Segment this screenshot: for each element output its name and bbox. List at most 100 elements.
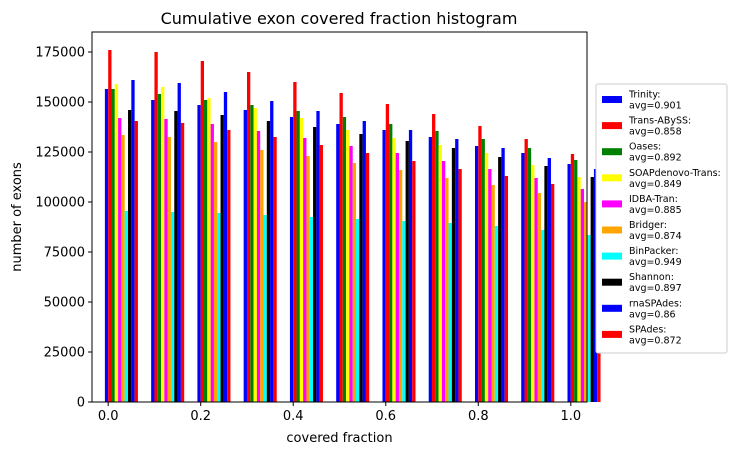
bar-s2-c2 [204,100,208,402]
legend-label-2: Oases: [629,142,661,153]
legend-swatch-9 [602,330,622,338]
bar-s0-c6 [382,130,386,402]
legend-avg-2: avg=0.892 [629,153,682,164]
bar-s5-c2 [213,142,218,402]
legend-swatch-4 [602,200,622,208]
bar-s4-c10 [580,189,585,402]
legend-avg-3: avg=0.849 [629,179,682,190]
legend-avg-8: avg=0.86 [629,309,676,320]
legend-swatch-5 [602,226,622,234]
bar-s2-c8 [481,139,485,402]
legend-avg-9: avg=0.872 [629,335,682,346]
bar-s1-c1 [154,52,158,402]
x-axis: 0.0 0.2 0.4 0.6 0.8 1.0 [98,402,581,424]
bar-s7-c8 [498,157,502,402]
bar-s6-c8 [494,226,499,402]
bar-s5-c5 [352,163,357,402]
bar-s7-c9 [544,166,548,402]
bar-s6-c1 [170,212,175,402]
legend-label-5: Bridger: [629,220,667,231]
y-tick-label: 125000 [35,146,85,161]
bar-s6-c9 [541,230,545,402]
bar-s6-c4 [309,217,314,402]
bar-s0-c3 [243,110,247,402]
bar-s0-c5 [336,124,340,402]
bar-s1-c2 [200,61,205,402]
legend-label-9: SPAdes: [629,324,667,335]
y-tick-label: 100000 [35,196,85,211]
bar-s8-c7 [455,139,459,402]
y-axis-label: number of exons [10,162,25,272]
legend-label-0: Trinity: [628,90,660,101]
bar-s3-c8 [484,153,489,402]
bar-s5-c3 [260,150,264,402]
y-tick-label: 75000 [44,246,85,261]
bar-s1-c7 [432,114,436,402]
bar-s3-c2 [207,98,211,402]
bar-s7-c4 [313,127,317,402]
legend: Trinity:avg=0.901 Trans-ABySS:avg=0.858 Oa… [602,90,721,346]
bar-s0-c8 [474,146,479,402]
bar-s0-c9 [521,153,525,402]
bar-s3-c4 [299,118,304,402]
bar-s7-c7 [451,148,456,402]
x-tick-label: 0.4 [283,409,304,424]
y-tick-label: 0 [77,396,85,411]
bar-s8-c1 [177,83,181,402]
bar-s5-c8 [491,185,495,402]
bar-s1-c8 [478,126,482,402]
bar-s8-c6 [408,130,413,402]
legend-label-1: Trans-ABySS: [628,116,691,127]
bar-s9-c3 [273,137,277,402]
bar-s1-c6 [385,104,390,402]
bar-s7-c6 [405,141,409,402]
bar-s9-c2 [227,130,231,402]
bar-s0-c10 [567,164,571,402]
legend-swatch-8 [602,304,622,312]
bar-s3-c5 [346,130,350,402]
legend-label-4: IDBA-Tran: [629,194,678,205]
legend-label-7: Shannon: [629,272,674,283]
legend-swatch-6 [602,252,622,260]
plot-frame [91,31,588,403]
bar-s8-c3 [270,101,274,402]
bar-s3-c10 [577,177,581,402]
bar-s7-c10 [590,177,594,402]
bar-s1-c0 [108,50,112,402]
bars-group [104,50,601,402]
bar-s4-c9 [534,178,538,402]
bar-s4-c0 [118,118,122,402]
x-tick-label: 1.0 [560,409,581,424]
bar-s2-c1 [157,94,162,402]
bar-s2-c7 [435,131,439,402]
bar-s6-c6 [402,221,406,402]
bar-s2-c5 [342,117,347,402]
legend-avg-1: avg=0.858 [629,127,682,138]
legend-avg-5: avg=0.874 [629,231,682,242]
x-tick-label: 0.0 [98,409,119,424]
bar-s7-c2 [220,115,224,402]
bar-s9-c9 [550,184,555,402]
bar-s6-c10 [587,235,591,402]
bar-s9-c0 [134,121,138,402]
chart-title: Cumulative exon covered fraction histogr… [161,9,518,28]
bar-s9-c7 [458,169,462,402]
x-tick-label: 0.8 [468,409,489,424]
bar-s5-c4 [306,156,310,402]
legend-avg-6: avg=0.949 [629,257,682,268]
bar-s1-c4 [293,82,297,402]
y-tick-label: 25000 [44,346,85,361]
legend-swatch-2 [602,148,622,156]
bar-s2-c0 [111,89,115,402]
bar-s5-c7 [445,178,449,402]
legend-avg-0: avg=0.901 [629,101,682,112]
legend-avg-4: avg=0.885 [629,205,682,216]
bar-s2-c6 [389,124,393,402]
bar-s5-c9 [537,193,542,402]
legend-label-3: SOAPdenovo-Trans: [629,168,721,179]
bar-s3-c3 [253,108,257,402]
bar-s7-c5 [359,134,363,402]
bar-s5-c10 [584,202,588,402]
bar-s5-c1 [167,137,171,402]
legend-box [595,83,728,354]
